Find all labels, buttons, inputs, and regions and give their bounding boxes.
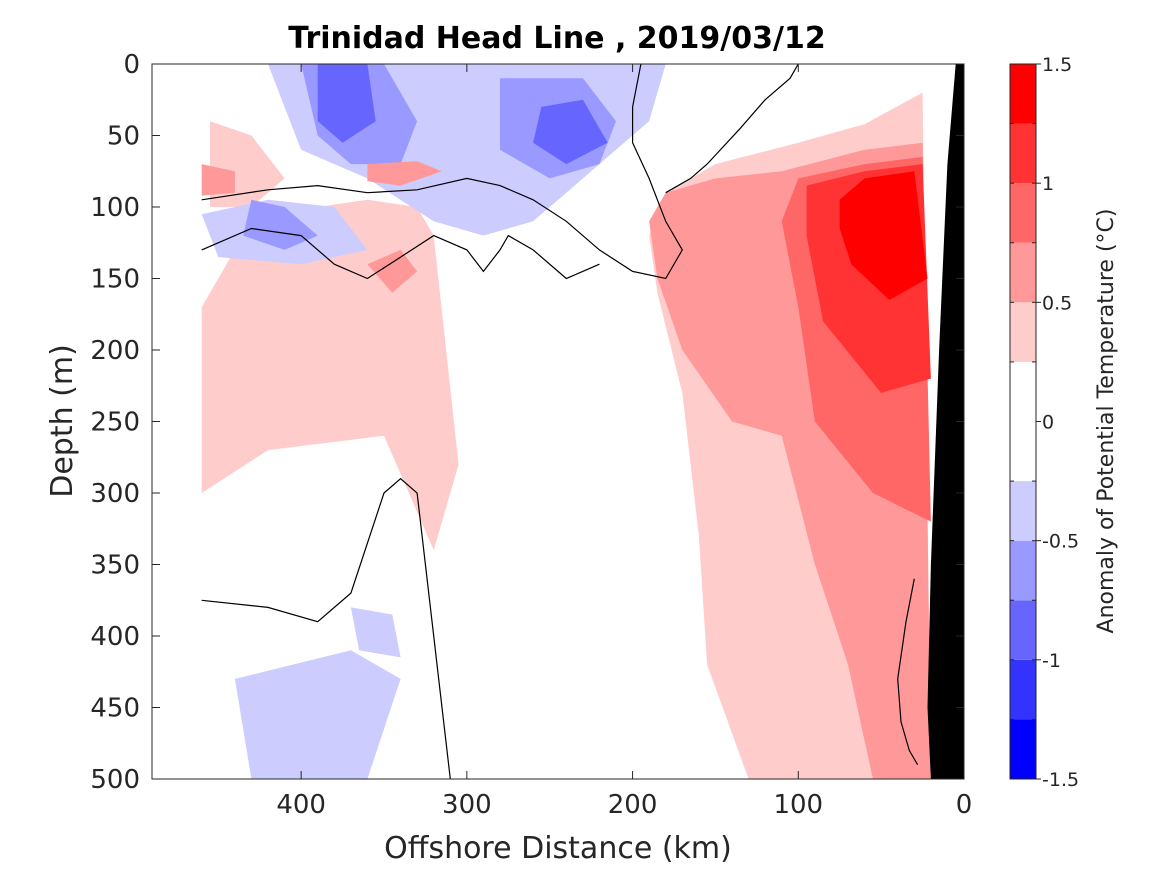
x-tick-label: 100 [773,790,823,820]
contour-fill-layer [201,64,931,779]
x-axis-label: Offshore Distance (km) [384,831,732,866]
zero-contour-0 [201,64,683,280]
y-tick-label: 300 [90,479,140,509]
contour-region-9 [234,650,401,779]
colorbar-tick-label: 0.5 [1042,292,1072,314]
y-tick-label: 250 [90,408,140,438]
y-tick-label: 450 [90,694,140,724]
contour-region-17 [367,249,418,293]
zero-contour-3 [665,64,799,194]
colorbar-swatch [1010,361,1036,482]
colorbar-swatch [1010,600,1036,660]
x-tick-label: 200 [608,790,658,820]
colorbar-tick-label: 0 [1042,412,1054,434]
x-axis-ticks: 400 300 200 100 0 [276,64,972,820]
colorbar-tick-label: -1 [1042,650,1061,672]
colorbar-swatch [1010,659,1036,720]
contour-region-10 [350,607,401,658]
contour-region-6 [839,171,928,300]
colorbar-swatch [1010,302,1036,362]
colorbar-tick-label: 1.5 [1042,54,1072,76]
y-axis-label: Depth (m) [45,344,80,498]
x-tick-label: 400 [276,790,326,820]
y-tick-label: 100 [90,193,140,223]
colorbar-swatch [1010,540,1036,601]
chart-title: Trinidad Head Line , 2019/03/12 [288,21,825,56]
colorbar-swatch [1010,481,1036,541]
coastline-layer [927,64,964,779]
colorbar-label: Anomaly of Potential Temperature (°C) [1094,209,1119,634]
zero-contour-layer [201,64,919,779]
colorbar-swatches [1010,64,1036,779]
y-tick-label: 400 [90,622,140,652]
x-tick-label: 300 [442,790,492,820]
zero-contour-1 [201,227,600,280]
colorbar-swatch [1010,183,1036,243]
y-tick-label: 200 [90,336,140,366]
colorbar-swatch [1010,719,1036,779]
zero-contour-2 [201,477,451,779]
colorbar-tick-label: 1 [1042,173,1054,195]
colorbar-swatch [1010,64,1036,124]
contour-region-16 [201,164,235,196]
y-tick-label: 150 [90,265,140,295]
y-tick-label: 50 [107,122,140,152]
colorbar-ticks: 1.5 1 0.5 0 -0.5 -1 -1.5 [1010,54,1079,791]
plot-area [151,63,965,780]
y-tick-label: 0 [123,50,140,80]
colorbar-swatch [1010,242,1036,303]
contour-region-14 [317,64,376,143]
x-tick-label: 0 [956,790,973,820]
contour-region-15 [533,99,608,165]
y-tick-label: 350 [90,551,140,581]
colorbar-tick-label: -1.5 [1042,769,1079,791]
coastline-mask [927,64,964,779]
y-axis-ticks: 0 50 100 150 200 250 300 350 400 450 500 [90,50,964,795]
colorbar-tick-label: -0.5 [1042,531,1079,553]
colorbar: 1.5 1 0.5 0 -0.5 -1 -1.5 Anomaly of Potential … [1009,54,1119,791]
contour-region-13 [243,199,318,250]
y-tick-label: 500 [90,765,140,795]
contour-region-18 [367,161,442,186]
zero-contour-4 [897,578,919,766]
colorbar-swatch [1010,123,1036,184]
